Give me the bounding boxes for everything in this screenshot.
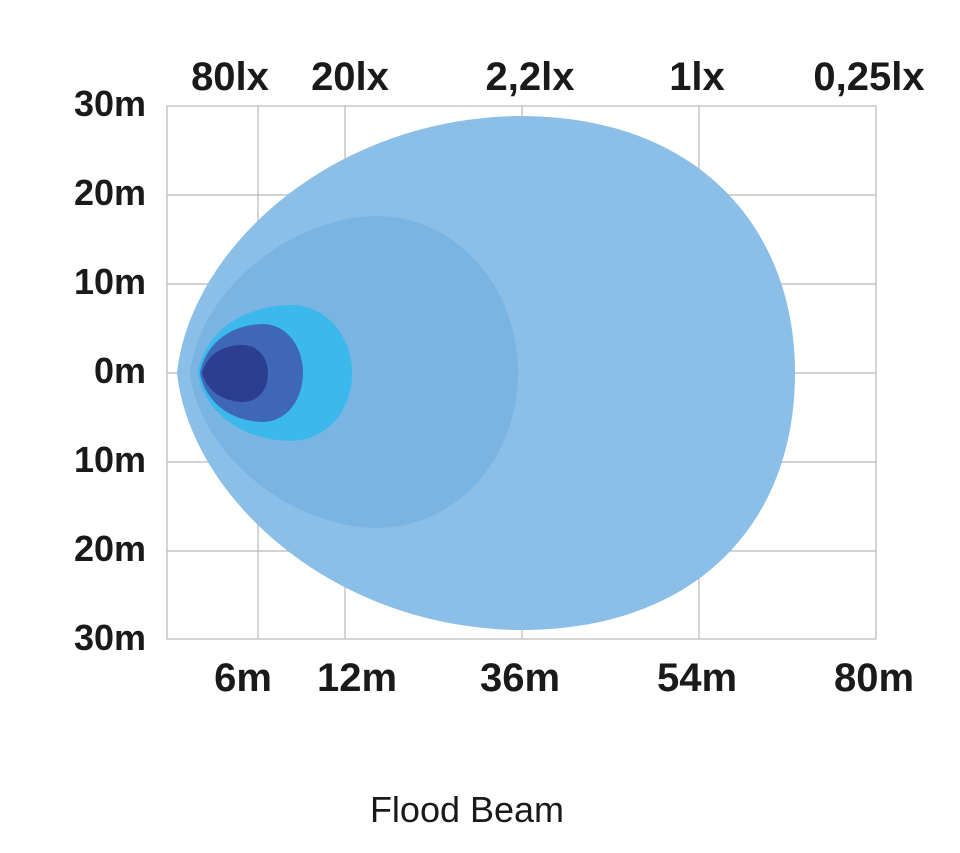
chart-title: Flood Beam: [370, 789, 564, 830]
lux-label: 2,2lx: [486, 55, 575, 99]
x-tick-label: 6m: [214, 656, 272, 700]
x-tick-label: 54m: [657, 656, 737, 700]
lux-labels: 80lx 20lx 2,2lx 1lx 0,25lx: [191, 55, 925, 99]
x-tick-label: 36m: [480, 656, 560, 700]
lux-label: 80lx: [191, 55, 269, 99]
lux-label: 20lx: [311, 55, 389, 99]
lux-label: 0,25lx: [813, 55, 924, 99]
x-tick-label: 12m: [317, 656, 397, 700]
y-tick-label: 20m: [74, 528, 146, 569]
y-tick-label: 10m: [74, 261, 146, 302]
y-tick-label: 20m: [74, 172, 146, 213]
x-tick-label: 80m: [834, 656, 914, 700]
x-tick-labels: 6m 12m 36m 54m 80m: [214, 656, 914, 700]
lux-label: 1lx: [669, 55, 725, 99]
y-tick-label: 30m: [74, 83, 146, 124]
y-tick-label: 10m: [74, 439, 146, 480]
contour-1lx: [190, 216, 518, 528]
y-tick-label: 0m: [94, 350, 146, 391]
contours: [177, 116, 795, 630]
contour-80lx: [202, 345, 268, 402]
y-tick-labels: 30m 20m 10m 0m 10m 20m 30m: [74, 83, 146, 658]
y-tick-label: 30m: [74, 617, 146, 658]
